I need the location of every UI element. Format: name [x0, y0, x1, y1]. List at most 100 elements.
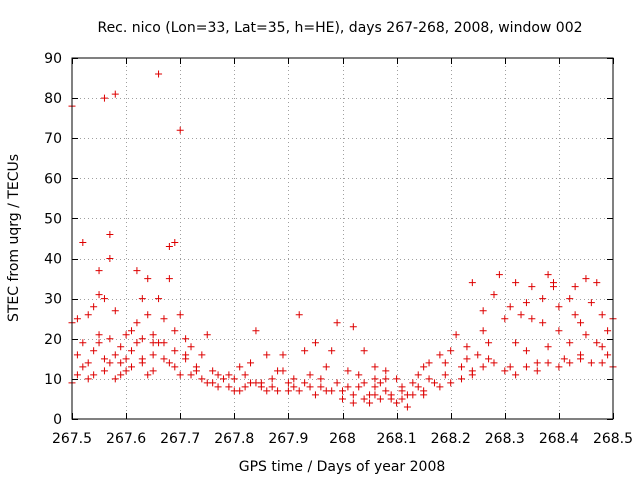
grid-lines — [72, 58, 613, 419]
data-point — [555, 363, 563, 371]
data-point — [544, 271, 552, 279]
data-point — [263, 351, 271, 359]
data-point — [301, 347, 309, 355]
data-point — [539, 295, 547, 303]
data-point — [506, 303, 514, 311]
data-point — [593, 339, 601, 347]
data-point — [366, 399, 374, 407]
data-point — [409, 379, 417, 387]
data-point — [436, 383, 444, 391]
data-point — [582, 331, 590, 339]
data-point — [468, 279, 476, 287]
data-point — [463, 343, 471, 351]
data-point — [360, 379, 368, 387]
data-point — [111, 90, 119, 98]
data-point — [447, 379, 455, 387]
data-point — [295, 311, 303, 319]
data-point — [149, 339, 157, 347]
data-point — [73, 371, 81, 379]
data-point — [203, 379, 211, 387]
y-tick-label: 80 — [44, 91, 62, 107]
data-point — [95, 291, 103, 299]
data-point — [149, 367, 157, 375]
data-point — [539, 319, 547, 327]
data-point — [333, 319, 341, 327]
data-point — [598, 311, 606, 319]
data-point — [582, 275, 590, 283]
data-point — [463, 355, 471, 363]
data-point — [604, 351, 612, 359]
data-point — [577, 355, 585, 363]
data-point — [122, 367, 130, 375]
data-point — [555, 327, 563, 335]
data-point — [90, 371, 98, 379]
data-point — [117, 343, 125, 351]
data-point — [322, 363, 330, 371]
data-point — [598, 359, 606, 367]
data-point — [371, 375, 379, 383]
y-axis-label: STEC from uqrg / TECUs — [6, 154, 22, 322]
data-point — [382, 375, 390, 383]
data-point — [512, 339, 520, 347]
data-point — [441, 359, 449, 367]
data-point — [252, 379, 260, 387]
data-point — [452, 331, 460, 339]
data-point — [198, 351, 206, 359]
data-point — [144, 275, 152, 283]
data-point — [187, 343, 195, 351]
data-points — [68, 70, 617, 411]
data-point — [371, 383, 379, 391]
data-point — [203, 331, 211, 339]
data-point — [268, 383, 276, 391]
data-point — [485, 339, 493, 347]
data-point — [100, 295, 108, 303]
data-point — [106, 359, 114, 367]
data-point — [522, 347, 530, 355]
data-point — [544, 359, 552, 367]
data-point — [311, 391, 319, 399]
data-point — [90, 347, 98, 355]
data-point — [501, 367, 509, 375]
data-point — [344, 383, 352, 391]
data-point — [549, 283, 557, 291]
data-point — [187, 371, 195, 379]
data-point — [171, 347, 179, 355]
data-point — [555, 303, 563, 311]
data-point — [84, 311, 92, 319]
data-point — [176, 371, 184, 379]
data-point — [290, 375, 298, 383]
data-point — [138, 355, 146, 363]
y-tick-label: 0 — [53, 412, 62, 428]
data-point — [528, 315, 536, 323]
data-point — [506, 363, 514, 371]
data-point — [468, 367, 476, 375]
data-point — [328, 347, 336, 355]
data-point — [339, 395, 346, 403]
data-point — [79, 363, 87, 371]
data-point — [317, 383, 325, 391]
data-point — [306, 383, 314, 391]
data-point — [84, 375, 92, 383]
y-tick-label: 90 — [44, 51, 62, 67]
data-point — [517, 311, 525, 319]
data-point — [268, 375, 276, 383]
data-point — [376, 395, 384, 403]
data-point — [160, 355, 168, 363]
data-point — [225, 383, 233, 391]
data-point — [587, 359, 595, 367]
data-point — [430, 379, 438, 387]
data-point — [219, 375, 227, 383]
data-point — [95, 331, 103, 339]
data-point — [393, 375, 401, 383]
data-point — [360, 347, 368, 355]
axis-ticks: 267.5 267.6 267.7 267.8 267.9 268 268.1 268.2 26… — [44, 51, 633, 447]
data-point — [128, 363, 136, 371]
data-point — [387, 395, 395, 403]
data-point — [398, 387, 406, 395]
data-point — [111, 307, 119, 315]
data-point — [495, 271, 503, 279]
data-point — [73, 351, 81, 359]
data-point — [155, 295, 163, 303]
data-point — [458, 363, 466, 371]
